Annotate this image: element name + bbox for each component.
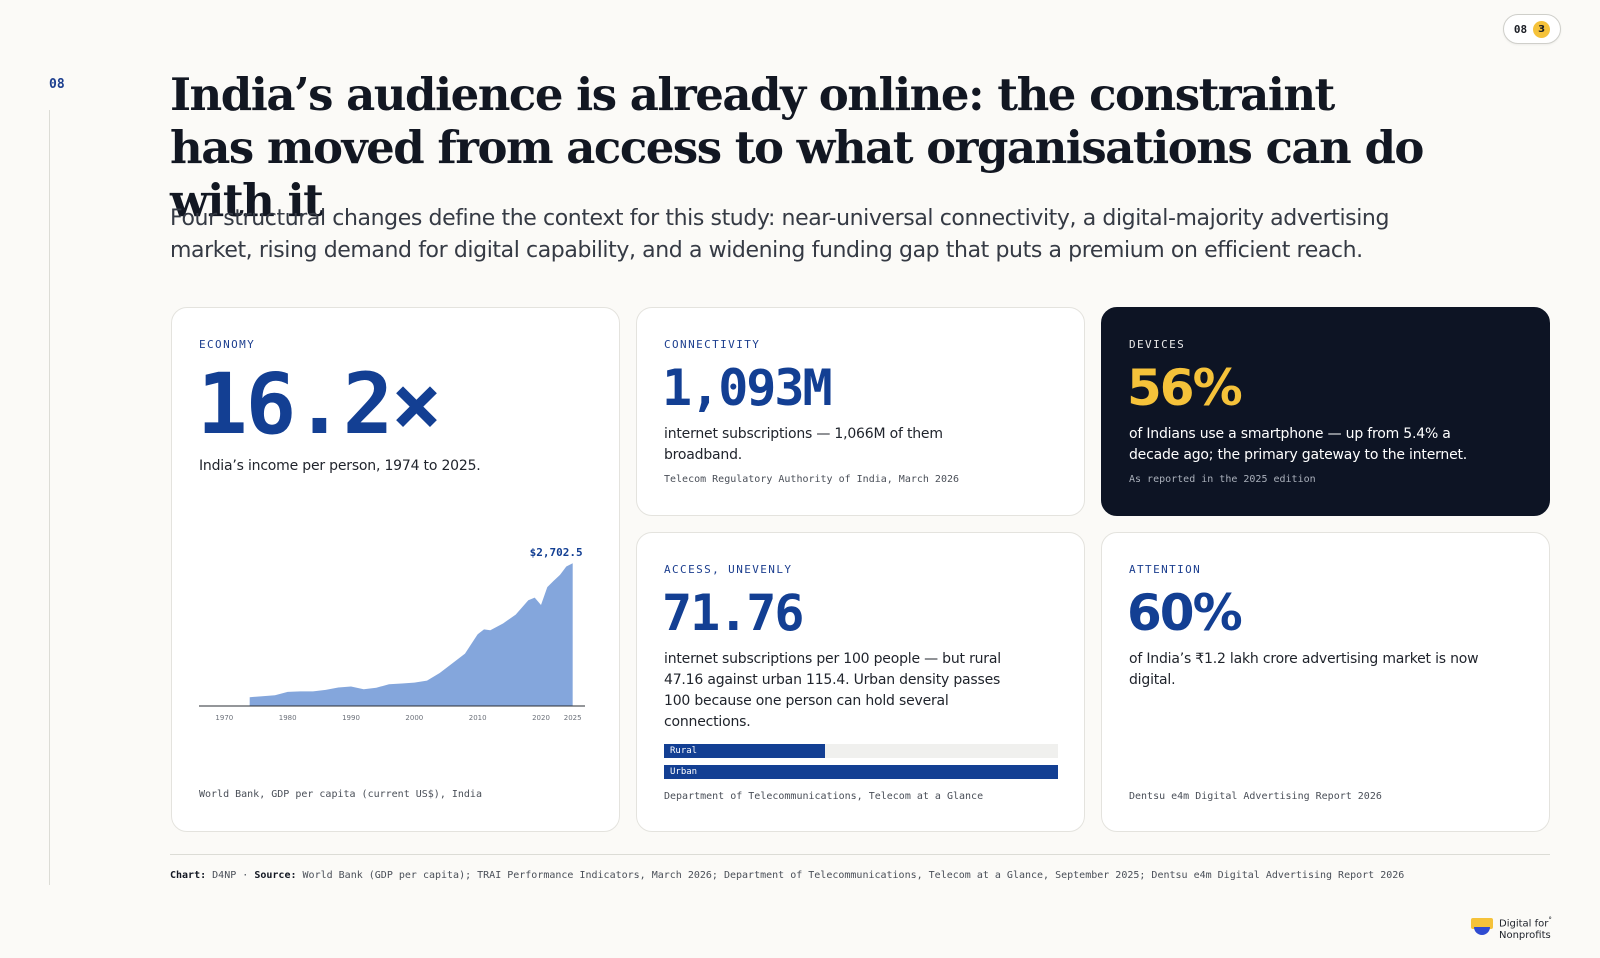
access-label: ACCESS, UNEVENLY xyxy=(664,563,793,576)
x-tick-label: 2000 xyxy=(405,714,423,722)
access-card: ACCESS, UNEVENLY 71.76 internet subscrip… xyxy=(636,532,1085,832)
connectivity-label: CONNECTIVITY xyxy=(664,338,761,351)
x-tick-label: 1980 xyxy=(279,714,297,722)
brand-logo[interactable]: Digital for° Nonprofits xyxy=(1470,914,1552,942)
gdp-area-series xyxy=(249,563,573,706)
rural-bar: Rural xyxy=(664,744,1058,758)
badge-count: 3 xyxy=(1533,20,1551,38)
x-tick-label: 2020 xyxy=(532,714,550,722)
urban-bar-label: Urban xyxy=(670,767,698,777)
x-tick-label: 2010 xyxy=(469,714,487,722)
connectivity-source: Telecom Regulatory Authority of India, M… xyxy=(664,474,960,485)
logo-line-2: Nonprofits xyxy=(1499,930,1551,942)
footer-rule xyxy=(170,854,1550,855)
badge-page-number: 08 xyxy=(1513,22,1528,36)
connectivity-card: CONNECTIVITY 1,093M internet subscriptio… xyxy=(636,307,1085,516)
side-rule xyxy=(49,110,50,885)
x-tick-label: 2025 xyxy=(564,714,582,722)
devices-value: 56% xyxy=(1127,359,1243,417)
connectivity-description: internet subscriptions — 1,066M of them … xyxy=(664,426,943,463)
logo-mark-icon xyxy=(1471,918,1493,936)
access-value: 71.76 xyxy=(662,584,805,642)
logo-line-1: Digital for xyxy=(1499,918,1549,930)
economy-description: India’s income per person, 1974 to 2025. xyxy=(199,458,481,474)
devices-card: DEVICES 56% of Indians use a smartphone … xyxy=(1101,307,1550,516)
page-subtitle: Four structural changes define the conte… xyxy=(170,206,1390,263)
footnote-source-value: World Bank (GDP per capita); TRAI Perfor… xyxy=(302,870,1405,881)
x-tick-label: 1990 xyxy=(342,714,360,722)
page-title: India’s audience is already online: the … xyxy=(170,68,1424,227)
rural-bar-label: Rural xyxy=(670,746,698,756)
devices-description: of Indians use a smartphone — up from 5.… xyxy=(1129,426,1468,463)
end-value-label: $2,702.5 xyxy=(530,546,583,559)
economy-value: 16.2× xyxy=(197,355,442,453)
economy-card: ECONOMY 16.2× India’s income per person,… xyxy=(171,307,620,832)
connectivity-value: 1,093M xyxy=(662,359,833,417)
attention-card: ATTENTION 60% of India’s ₹1.2 lakh crore… xyxy=(1101,532,1550,832)
footnote: Chart: D4NP · Source: World Bank (GDP pe… xyxy=(170,870,1404,881)
access-description: internet subscriptions per 100 people — … xyxy=(664,651,1001,730)
attention-source: Dentsu e4m Digital Advertising Report 20… xyxy=(1129,791,1382,802)
devices-source: As reported in the 2025 edition xyxy=(1129,474,1316,485)
attention-label: ATTENTION xyxy=(1129,563,1202,576)
page-number: 08 xyxy=(49,77,65,92)
access-source: Department of Telecommunications, Teleco… xyxy=(664,791,984,802)
footnote-source-label: Source: xyxy=(254,870,297,881)
economy-label: ECONOMY xyxy=(199,338,256,351)
urban-bar-fill xyxy=(664,765,1058,779)
logo-mark: ° xyxy=(1548,916,1552,924)
page-badge[interactable]: 08 3 xyxy=(1503,14,1561,44)
footnote-chart-value: D4NP xyxy=(212,870,237,881)
attention-value: 60% xyxy=(1127,584,1243,642)
footnote-chart-label: Chart: xyxy=(170,870,207,881)
gdp-chart: 1970 1980 1990 2000 2010 2020 2025 $2,702.5 xyxy=(199,546,585,722)
x-tick-label: 1970 xyxy=(215,714,233,722)
devices-label: DEVICES xyxy=(1129,338,1186,351)
logo-text: Digital for° Nonprofits xyxy=(1499,914,1552,942)
footnote-separator: · xyxy=(242,870,249,881)
urban-bar: Urban xyxy=(664,765,1058,779)
attention-description: of India’s ₹1.2 lakh crore advertising m… xyxy=(1129,651,1479,688)
economy-source: World Bank, GDP per capita (current US$)… xyxy=(199,789,482,800)
rural-bar-fill xyxy=(664,744,825,758)
